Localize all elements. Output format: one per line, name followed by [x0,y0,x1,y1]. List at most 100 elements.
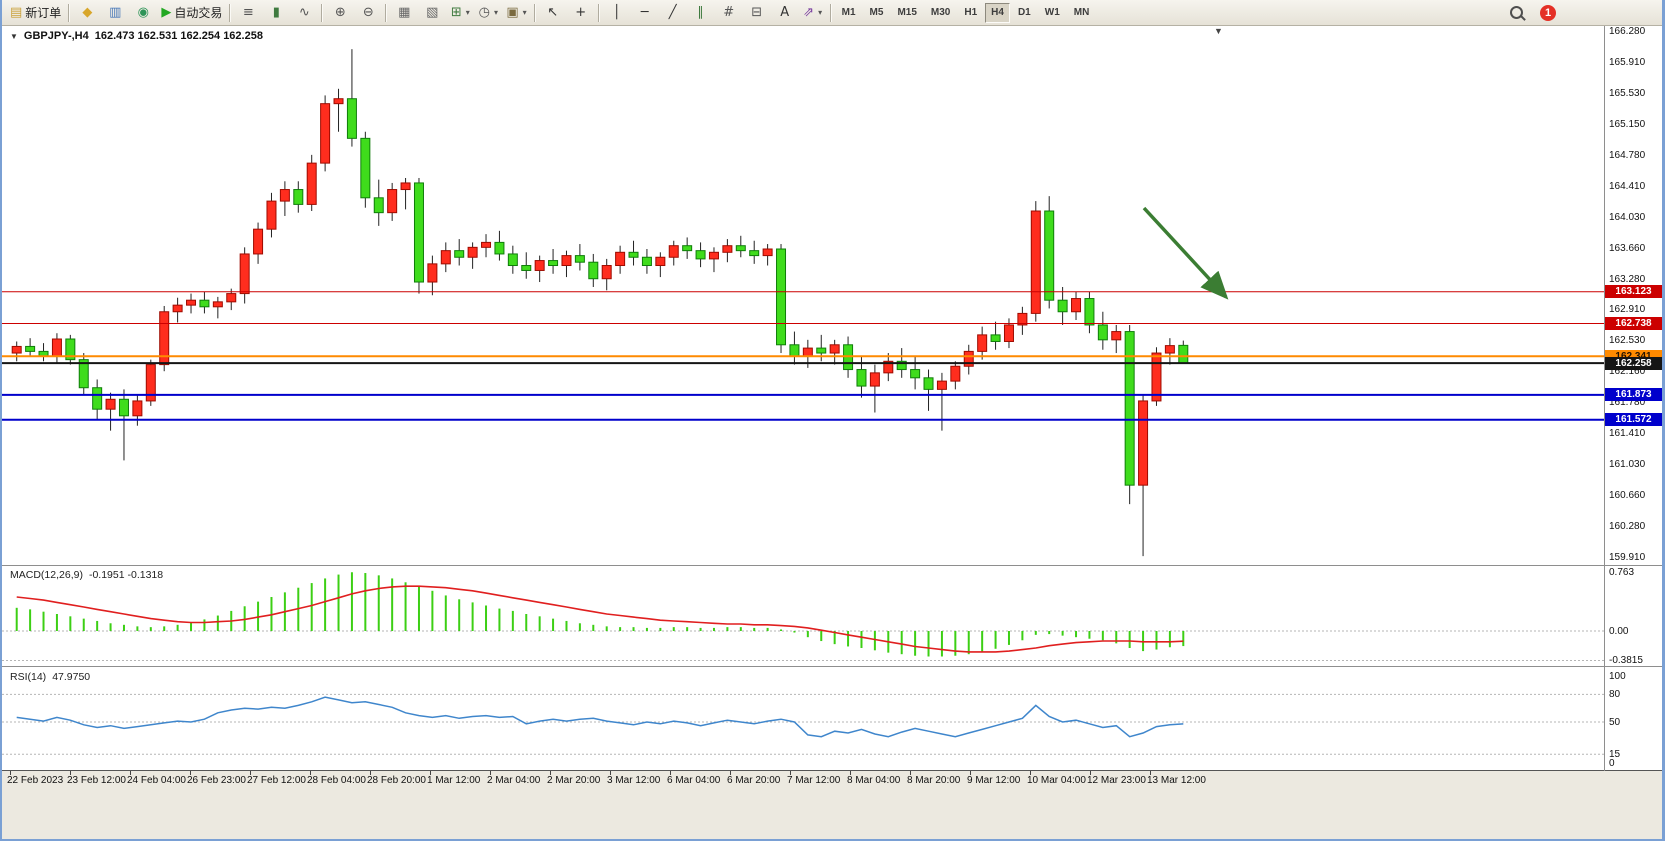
time-tick-label: 27 Feb 12:00 [247,775,306,786]
vertical-line-tool[interactable]: │ [603,2,631,24]
time-tick-mark [250,771,251,775]
time-tick-mark [10,771,11,775]
timeframe-w1-button[interactable]: W1 [1044,7,1060,18]
toolbar-separator [597,3,600,22]
rsi-label: RSI(14) 47.9750 [10,671,90,683]
time-tick-mark [490,771,491,775]
symbol-name: GBPJPY-,H4 [23,30,89,42]
templates-button[interactable]: ▣ ▾ [502,2,530,24]
channel-tool[interactable]: ∥ [687,2,715,24]
time-tick-label: 28 Feb 20:00 [367,775,426,786]
time-tick-label: 8 Mar 20:00 [907,775,961,786]
price-tick-label: 164.030 [1609,211,1646,223]
price-chart-panel[interactable] [2,26,1662,566]
macd-label: MACD(12,26,9) -0.1951 -0.1318 [10,569,163,581]
new-chart-button-dropdown-icon[interactable]: ▾ [465,8,470,17]
fibonacci-tool[interactable]: # [715,2,743,24]
time-tick-label: 6 Mar 04:00 [667,775,721,786]
price-tick-label: 161.410 [1609,428,1646,440]
bar-chart-icon-glyph: ≡ [242,5,254,20]
trendline-tool-glyph: ╱ [668,5,677,20]
toolbar-separator [829,3,832,22]
periods-menu-button-dropdown-icon[interactable]: ▾ [493,8,498,17]
line-chart-icon[interactable]: ∿ [290,2,318,24]
timeframe-mn-button[interactable]: MN [1073,7,1090,18]
time-tick-mark [850,771,851,775]
data-window-icon[interactable]: ▥ [101,2,129,24]
vertical-line-tool-glyph: │ [612,5,621,20]
time-tick-label: 9 Mar 12:00 [967,775,1021,786]
bar-chart-icon[interactable]: ≡ [234,2,262,24]
price-tick-label: 160.280 [1609,521,1646,533]
notification-badge[interactable]: 1 [1540,4,1556,21]
crosshair-tool-button[interactable]: + [567,2,595,24]
rsi-tick-label: 15 [1609,749,1621,761]
macd-values: -0.1951 -0.1318 [88,569,164,581]
time-tick-label: 12 Mar 23:00 [1087,775,1146,786]
time-tick-mark [70,771,71,775]
time-tick-label: 8 Mar 04:00 [847,775,901,786]
resistance-line-2-price-badge: 162.738 [1605,316,1662,330]
bid-price-line-price-badge: 162.258 [1605,356,1662,370]
rsi-tick-label: 50 [1609,717,1621,728]
macd-name: MACD(12,26,9) [10,569,83,581]
timeframe-m1-button[interactable]: M1 [841,7,856,18]
new-order-button-label: 新订单 [25,6,62,20]
zoom-out-icon-glyph: ⊖ [362,5,374,20]
toolbar-separator [533,3,536,22]
search-button[interactable] [1502,2,1530,24]
templates-button-dropdown-icon[interactable]: ▾ [522,8,527,17]
timeframe-m15-button[interactable]: M15 [897,7,917,18]
timeframe-h1-button[interactable]: H1 [964,7,978,18]
data-window-icon-glyph: ▥ [109,5,122,20]
text-tool[interactable]: A [771,2,799,24]
price-tick-label: 162.910 [1609,304,1646,316]
rsi-tick-label: 80 [1609,689,1621,701]
time-tick-label: 7 Mar 12:00 [787,775,841,786]
chart-shift-marker[interactable]: ▼ [1214,26,1223,36]
market-watch-icon-glyph: ◆ [82,5,93,20]
time-tick-label: 13 Mar 12:00 [1147,775,1206,786]
cursor-tool-button[interactable]: ↖ [539,2,567,24]
price-tick-label: 162.530 [1609,335,1646,347]
timeframe-h4-button[interactable]: H4 [985,2,1010,23]
shapes-tool[interactable]: ⊟ [743,2,771,24]
auto-trading-button[interactable]: ▶ 自动交易 [157,2,226,24]
time-tick-mark [910,771,911,775]
cursor-tool-button-glyph: ↖ [547,5,559,20]
time-tick-mark [310,771,311,775]
timeframe-d1-button[interactable]: D1 [1017,7,1031,18]
timeframe-m5-button[interactable]: M5 [869,7,884,18]
time-tick-mark [550,771,551,775]
toolbar-separator [229,3,232,22]
time-tick-label: 10 Mar 04:00 [1027,775,1086,786]
search-icon [1509,6,1523,19]
symbol-dropdown-icon[interactable]: ▼ [10,31,18,41]
arrows-tool-dropdown-icon[interactable]: ▾ [818,8,823,17]
rsi-tick-label: 0 [1609,758,1615,769]
cascade-windows-icon[interactable]: ▧ [418,2,446,24]
market-watch-icon[interactable]: ◆ [73,2,101,24]
support-line-blue-2-price-badge: 161.572 [1605,413,1662,427]
arrows-tool[interactable]: ⇗ ▾ [799,2,827,24]
trendline-tool[interactable]: ╱ [659,2,687,24]
zoom-in-icon[interactable]: ⊕ [326,2,354,24]
tile-windows-icon[interactable]: ▦ [390,2,418,24]
zoom-out-icon[interactable]: ⊖ [354,2,382,24]
community-icon[interactable]: ◉ [129,2,157,24]
rsi-panel[interactable] [2,667,1662,771]
time-tick-label: 26 Feb 23:00 [187,775,246,786]
time-tick-label: 2 Mar 20:00 [547,775,601,786]
candlestick-chart-icon[interactable]: ▮ [262,2,290,24]
price-tick-label: 164.780 [1609,149,1646,161]
new-chart-button[interactable]: ⊞ ▾ [446,2,474,24]
horizontal-line-tool[interactable]: ─ [631,2,659,24]
periods-menu-button[interactable]: ◷ ▾ [474,2,502,24]
macd-panel[interactable] [2,566,1662,667]
timeframe-m30-button[interactable]: M30 [930,7,951,18]
time-tick-mark [130,771,131,775]
horizontal-line-tool-glyph: ─ [640,5,649,20]
price-tick-label: 163.280 [1609,273,1646,285]
new-order-button[interactable]: ▤ 新订单 [6,2,65,24]
time-tick-mark [1030,771,1031,775]
